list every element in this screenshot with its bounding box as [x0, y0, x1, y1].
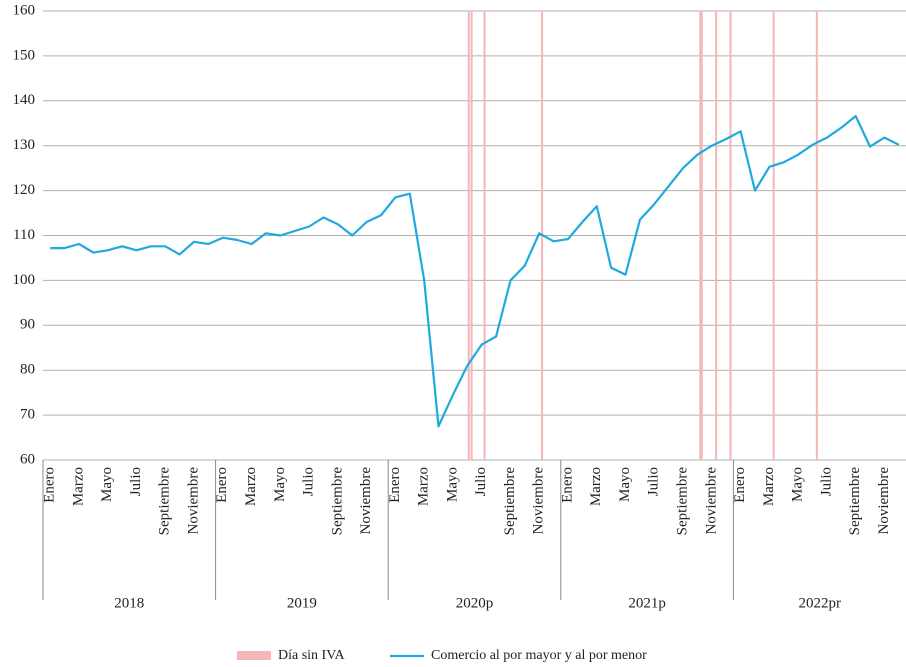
legend-swatch [237, 651, 271, 660]
y-tick-label: 80 [20, 362, 35, 378]
x-tick-label: Mayo [790, 467, 806, 502]
x-tick-label: Julio [128, 467, 144, 496]
x-tick-label: Septiembre [329, 467, 345, 536]
y-tick-label: 120 [13, 182, 36, 198]
x-tick-label: Mayo [617, 467, 633, 502]
x-tick-label: Enero [387, 467, 403, 503]
x-tick-label: Noviembre [876, 467, 892, 535]
y-tick-label: 90 [20, 317, 35, 333]
x-tick-label: Septiembre [157, 467, 173, 536]
x-tick-label: Enero [214, 467, 230, 503]
y-tick-label: 160 [13, 2, 36, 18]
x-tick-label: Septiembre [502, 467, 518, 536]
x-tick-label: Mayo [99, 467, 115, 502]
y-tick-label: 100 [13, 272, 36, 288]
x-tick-label: Marzo [588, 467, 604, 506]
y-tick-label: 60 [20, 451, 35, 467]
x-tick-label: Enero [559, 467, 575, 503]
x-tick-label: Mayo [272, 467, 288, 502]
x-tick-label: Noviembre [185, 467, 201, 535]
group-label: 2019 [287, 595, 317, 611]
y-tick-label: 110 [13, 227, 35, 243]
x-tick-label: Julio [301, 467, 317, 496]
legend-label: Comercio al por mayor y al por menor [431, 648, 647, 663]
y-tick-label: 150 [13, 47, 36, 63]
x-tick-label: Noviembre [531, 467, 547, 535]
x-tick-label: Julio [646, 467, 662, 496]
x-tick-label: Mayo [444, 467, 460, 502]
y-tick-label: 130 [13, 137, 36, 153]
x-tick-label: Marzo [243, 467, 259, 506]
group-label: 2022pr [798, 595, 841, 611]
x-tick-label: Enero [732, 467, 748, 503]
x-tick-label: Marzo [416, 467, 432, 506]
x-tick-label: Noviembre [703, 467, 719, 535]
x-tick-label: Marzo [761, 467, 777, 506]
x-tick-label: Noviembre [358, 467, 374, 535]
x-tick-label: Septiembre [847, 467, 863, 536]
x-tick-label: Septiembre [674, 467, 690, 536]
group-label: 2021p [628, 595, 666, 611]
x-tick-label: Julio [818, 467, 834, 496]
x-tick-label: Enero [42, 467, 58, 503]
x-tick-label: Julio [473, 467, 489, 496]
x-tick-label: Marzo [70, 467, 86, 506]
y-tick-label: 140 [13, 92, 36, 108]
y-tick-label: 70 [20, 407, 35, 423]
legend-label: Día sin IVA [278, 648, 346, 663]
group-label: 2018 [114, 595, 144, 611]
data-line [50, 115, 900, 428]
group-label: 2020p [456, 595, 494, 611]
